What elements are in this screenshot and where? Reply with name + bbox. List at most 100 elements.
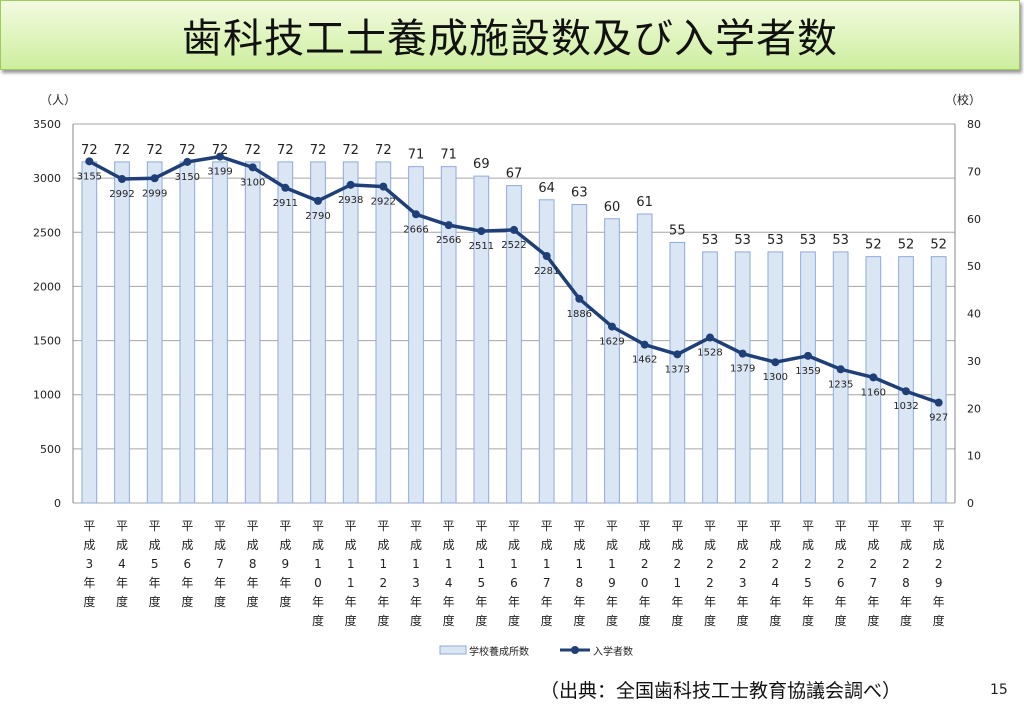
- category-label-char: 年: [279, 576, 291, 590]
- line-data-label: 1528: [697, 348, 722, 359]
- category-label-char: 平: [410, 519, 422, 533]
- line-data-label: 1300: [763, 372, 788, 383]
- category-label-char: 平: [704, 519, 716, 533]
- category-label-char: 度: [312, 613, 324, 628]
- line-point: [183, 157, 192, 166]
- line-point: [444, 221, 453, 230]
- category-label-char: 3: [739, 576, 747, 590]
- category-label-char: 平: [475, 519, 487, 533]
- line-point: [85, 157, 94, 166]
- left-tick-label: 3500: [33, 118, 61, 131]
- bar: [800, 251, 816, 504]
- category-label-char: 年: [345, 595, 357, 609]
- line-data-label: 1235: [828, 379, 853, 390]
- category-label-char: 成: [900, 538, 912, 552]
- category-label-char: 5: [151, 557, 159, 571]
- bar: [179, 161, 196, 504]
- category-label-char: 度: [410, 613, 422, 628]
- line-data-label: 2938: [338, 195, 363, 206]
- bar-data-label: 53: [734, 233, 751, 248]
- category-label-char: 度: [933, 613, 945, 628]
- category-label-char: 度: [835, 613, 847, 628]
- bar-data-label: 55: [669, 223, 686, 238]
- category-label-char: 8: [902, 576, 910, 590]
- line-data-label: 2666: [403, 224, 428, 235]
- line-point: [216, 152, 224, 161]
- line-point: [412, 210, 420, 219]
- category-label-char: 平: [116, 519, 128, 533]
- category-label-char: 平: [933, 519, 945, 533]
- category-label-char: 平: [508, 519, 520, 533]
- right-tick-label: 60: [967, 213, 981, 226]
- category-label-char: 平: [247, 519, 259, 533]
- line-point: [608, 322, 616, 331]
- category-label-char: 6: [184, 557, 192, 571]
- category-label-char: 平: [671, 519, 683, 533]
- category-label-char: 2: [870, 557, 878, 571]
- category-label-char: 成: [345, 538, 357, 552]
- category-label-char: 4: [445, 576, 453, 590]
- line-point: [510, 225, 518, 234]
- line-data-label: 3155: [77, 171, 102, 182]
- category-label-char: 度: [573, 613, 585, 628]
- line-data-label: 2999: [142, 188, 167, 199]
- category-label-char: 年: [835, 595, 847, 609]
- category-label-char: 度: [443, 613, 455, 628]
- category-label-char: 成: [737, 538, 749, 552]
- category-label-char: 1: [608, 557, 616, 571]
- category-label-char: 年: [900, 595, 912, 609]
- line-point: [804, 351, 812, 360]
- line-point: [934, 398, 943, 407]
- bar-data-label: 53: [767, 233, 784, 248]
- bar: [930, 256, 947, 504]
- bar-data-label: 72: [212, 143, 229, 158]
- right-tick-label: 0: [967, 497, 974, 510]
- line-data-label: 1886: [567, 309, 592, 320]
- category-label-char: 平: [737, 519, 749, 533]
- category-label-char: 度: [769, 613, 781, 628]
- category-label-char: 度: [377, 613, 389, 628]
- left-tick-label: 2500: [33, 226, 61, 239]
- category-label-char: 7: [216, 557, 224, 571]
- bar: [538, 199, 555, 504]
- category-label-char: 2: [674, 557, 682, 571]
- category-label-char: 9: [282, 557, 290, 571]
- category-label-char: 成: [933, 538, 945, 552]
- bar: [702, 251, 718, 504]
- category-label-char: 平: [769, 519, 781, 533]
- bar: [832, 251, 849, 504]
- bar-data-label: 53: [702, 233, 719, 248]
- category-label-char: 年: [149, 576, 161, 590]
- category-label-char: 平: [377, 519, 389, 533]
- bar-data-label: 71: [408, 148, 425, 163]
- category-label-char: 年: [116, 576, 128, 590]
- bar: [767, 251, 784, 504]
- bar-data-label: 72: [179, 143, 196, 158]
- category-label-char: 年: [671, 595, 683, 609]
- category-label-char: 0: [641, 576, 649, 590]
- line-data-label: 1373: [665, 364, 690, 375]
- category-label-char: 度: [83, 594, 95, 609]
- category-label-char: 2: [706, 557, 714, 571]
- line-point: [118, 175, 126, 184]
- category-label-char: 成: [671, 538, 683, 552]
- category-label-char: 平: [149, 519, 161, 533]
- category-label-char: 4: [118, 557, 126, 571]
- category-label-char: 1: [347, 576, 355, 590]
- right-tick-label: 80: [967, 118, 981, 131]
- category-label-char: 平: [443, 519, 455, 533]
- category-label-char: 年: [802, 595, 814, 609]
- bar-data-label: 60: [604, 200, 621, 215]
- line-point: [281, 183, 290, 192]
- bar: [244, 161, 261, 504]
- category-label-char: 度: [475, 613, 487, 628]
- category-label-char: 成: [149, 538, 161, 552]
- bar-data-label: 72: [342, 143, 359, 158]
- bar: [310, 161, 326, 504]
- category-label-char: 年: [443, 595, 455, 609]
- line-point: [477, 227, 486, 236]
- line-point: [640, 340, 649, 349]
- line-point: [248, 163, 257, 172]
- right-tick-label: 30: [967, 355, 981, 368]
- bar-data-label: 72: [114, 143, 131, 158]
